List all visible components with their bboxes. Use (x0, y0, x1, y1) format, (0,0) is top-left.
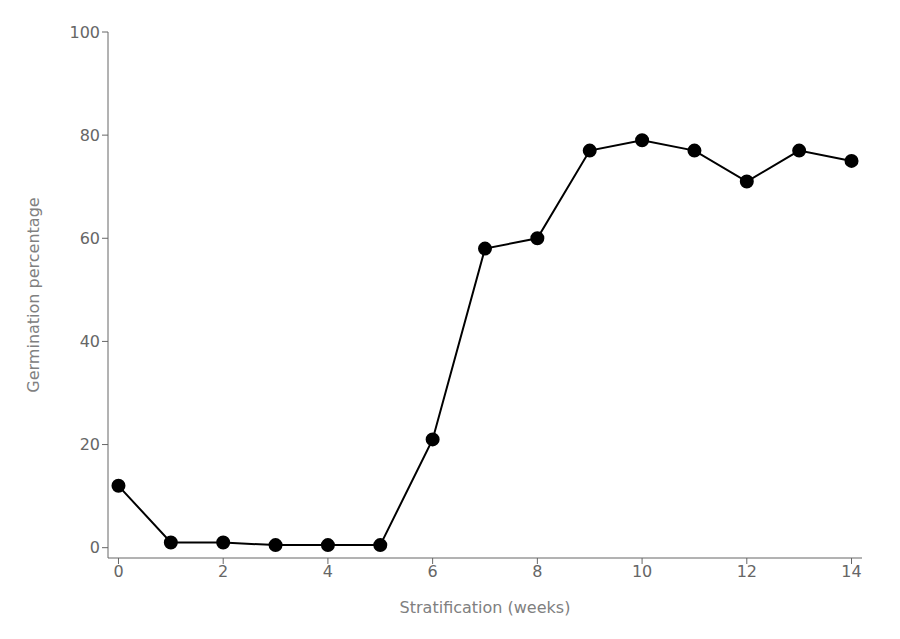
svg-text:14: 14 (841, 562, 861, 581)
svg-text:12: 12 (737, 562, 757, 581)
svg-text:Germination percentage: Germination percentage (24, 197, 43, 392)
svg-text:2: 2 (218, 562, 228, 581)
svg-text:80: 80 (80, 126, 100, 145)
svg-text:100: 100 (69, 23, 100, 42)
svg-text:0: 0 (90, 538, 100, 557)
svg-text:40: 40 (80, 332, 100, 351)
svg-text:6: 6 (428, 562, 438, 581)
svg-text:60: 60 (80, 229, 100, 248)
svg-text:8: 8 (532, 562, 542, 581)
svg-text:Stratification (weeks): Stratification (weeks) (400, 598, 571, 617)
svg-text:10: 10 (632, 562, 652, 581)
svg-text:4: 4 (323, 562, 333, 581)
svg-text:20: 20 (80, 435, 100, 454)
svg-text:0: 0 (113, 562, 123, 581)
